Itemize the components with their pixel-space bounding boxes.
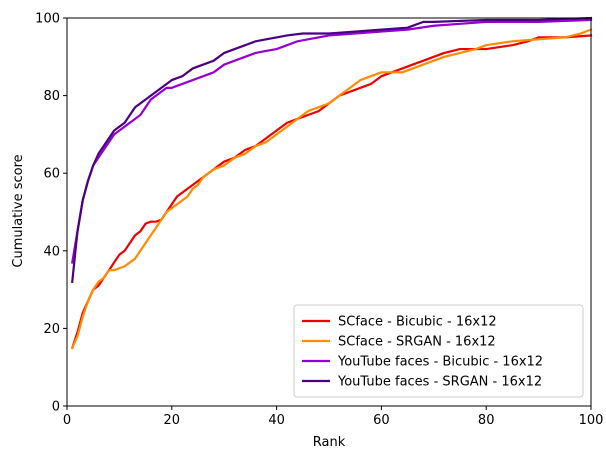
series-line-4 xyxy=(71,16,593,284)
legend: SCface - Bicubic - 16x12 SCface - SRGAN -… xyxy=(293,304,584,398)
legend-label-3: YouTube faces - Bicubic - 16x12 xyxy=(337,355,543,370)
series-line-2 xyxy=(70,28,593,350)
legend-label-1: SCface - Bicubic - 16x12 xyxy=(338,315,497,330)
chart-axes: 0 20 40 60 80 100 0 20 40 60 80 100 xyxy=(35,12,603,429)
x-tick-label: 60 xyxy=(373,413,390,428)
chart-marks xyxy=(70,16,593,350)
x-tick-label: 40 xyxy=(268,413,285,428)
x-tick-label: 0 xyxy=(63,413,71,428)
y-tick-label: 0 xyxy=(52,400,60,415)
x-tick-label: 80 xyxy=(478,413,495,428)
series-line-1 xyxy=(70,34,593,350)
series-line-3 xyxy=(70,18,593,264)
x-tick-label: 20 xyxy=(164,413,181,428)
y-tick-label: 100 xyxy=(35,12,60,27)
legend-box xyxy=(293,304,584,398)
y-axis-label: Cumulative score xyxy=(11,154,26,267)
legend-label-2: SCface - SRGAN - 16x12 xyxy=(338,335,496,350)
x-axis-label: Rank xyxy=(313,435,346,449)
y-tick-label: 80 xyxy=(43,89,60,104)
plot-frame xyxy=(66,17,592,407)
y-tick-label: 60 xyxy=(43,167,60,182)
x-tick-label: 100 xyxy=(579,413,604,428)
y-tick-label: 20 xyxy=(43,322,60,337)
legend-label-4: YouTube faces - SRGAN - 16x12 xyxy=(337,375,542,390)
y-tick-label: 40 xyxy=(43,244,60,259)
